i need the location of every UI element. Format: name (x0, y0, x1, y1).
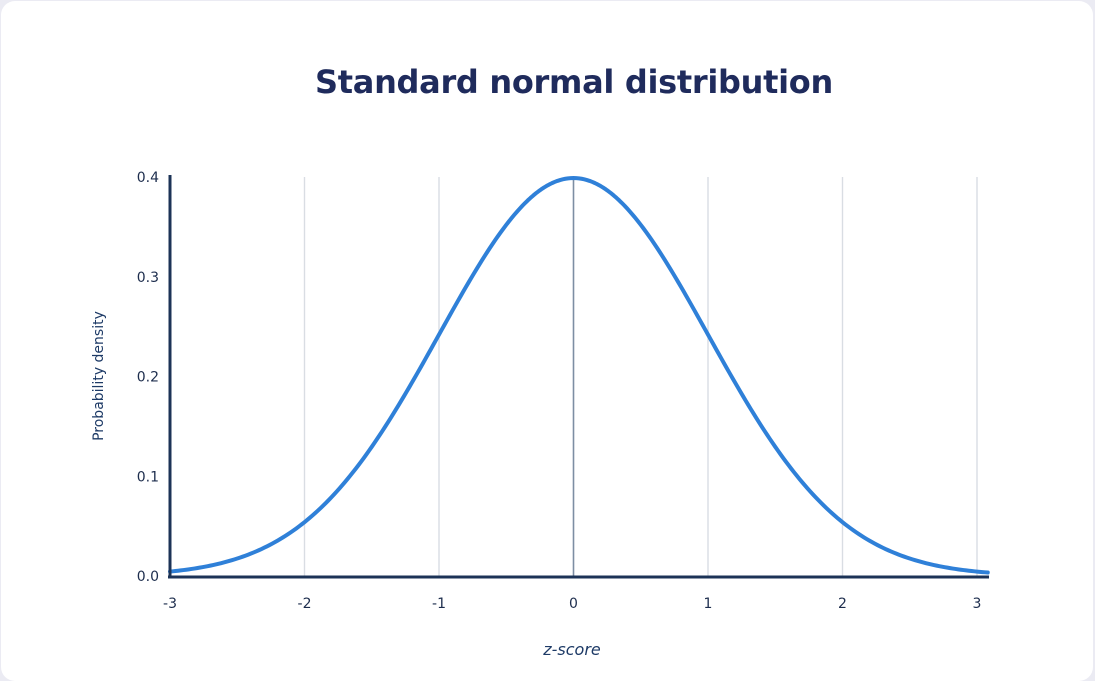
x-tick-label: 1 (704, 596, 713, 612)
x-tick-label: -1 (432, 596, 446, 612)
y-tick-label: 0.2 (137, 370, 159, 386)
x-tick-label: -3 (163, 596, 177, 612)
x-tick-label: -2 (298, 596, 312, 612)
normal-curve (168, 176, 990, 575)
y-axis-label: Probability density (91, 311, 107, 441)
x-tick-label: 0 (569, 596, 578, 612)
x-tick-labels: -3 -2 -1 0 1 2 3 (163, 596, 981, 612)
grid-lines (303, 177, 978, 576)
chart-plot-area: 0.0 0.1 0.2 0.3 0.4 -3 -2 -1 0 1 2 3 Probability d… (91, 170, 990, 659)
y-tick-label: 0.0 (137, 569, 159, 585)
chart-title: Standard normal distribution (315, 63, 833, 101)
x-tick-label: 3 (973, 596, 982, 612)
x-axis-label: z-score (542, 640, 601, 659)
x-tick-label: 2 (838, 596, 847, 612)
y-tick-label: 0.1 (137, 469, 159, 485)
y-tick-label: 0.4 (137, 170, 159, 186)
y-tick-labels: 0.0 0.1 0.2 0.3 0.4 (137, 170, 159, 585)
y-tick-label: 0.3 (137, 270, 159, 286)
